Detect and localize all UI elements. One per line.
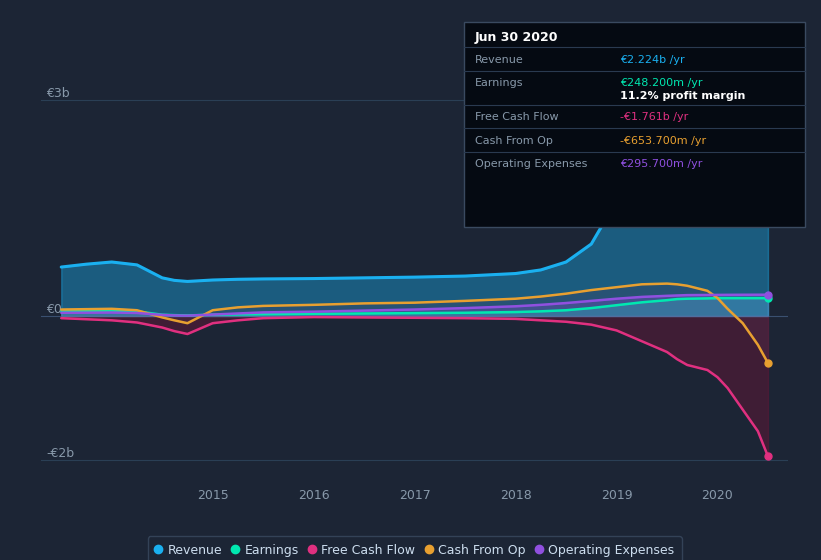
Text: 11.2% profit margin: 11.2% profit margin bbox=[620, 91, 745, 101]
Text: Revenue: Revenue bbox=[475, 55, 523, 65]
Text: Cash From Op: Cash From Op bbox=[475, 136, 553, 146]
Text: Free Cash Flow: Free Cash Flow bbox=[475, 112, 558, 122]
Text: €248.200m /yr: €248.200m /yr bbox=[620, 78, 702, 88]
Text: -€653.700m /yr: -€653.700m /yr bbox=[620, 136, 706, 146]
Text: €295.700m /yr: €295.700m /yr bbox=[620, 159, 702, 169]
Text: Operating Expenses: Operating Expenses bbox=[475, 159, 587, 169]
Text: Earnings: Earnings bbox=[475, 78, 523, 88]
Text: €3b: €3b bbox=[46, 87, 70, 100]
Text: -€1.761b /yr: -€1.761b /yr bbox=[620, 112, 688, 122]
Text: Jun 30 2020: Jun 30 2020 bbox=[475, 31, 558, 44]
Text: €2.224b /yr: €2.224b /yr bbox=[620, 55, 685, 65]
Text: -€2b: -€2b bbox=[46, 447, 74, 460]
Legend: Revenue, Earnings, Free Cash Flow, Cash From Op, Operating Expenses: Revenue, Earnings, Free Cash Flow, Cash … bbox=[148, 536, 681, 560]
Text: €0: €0 bbox=[46, 303, 62, 316]
